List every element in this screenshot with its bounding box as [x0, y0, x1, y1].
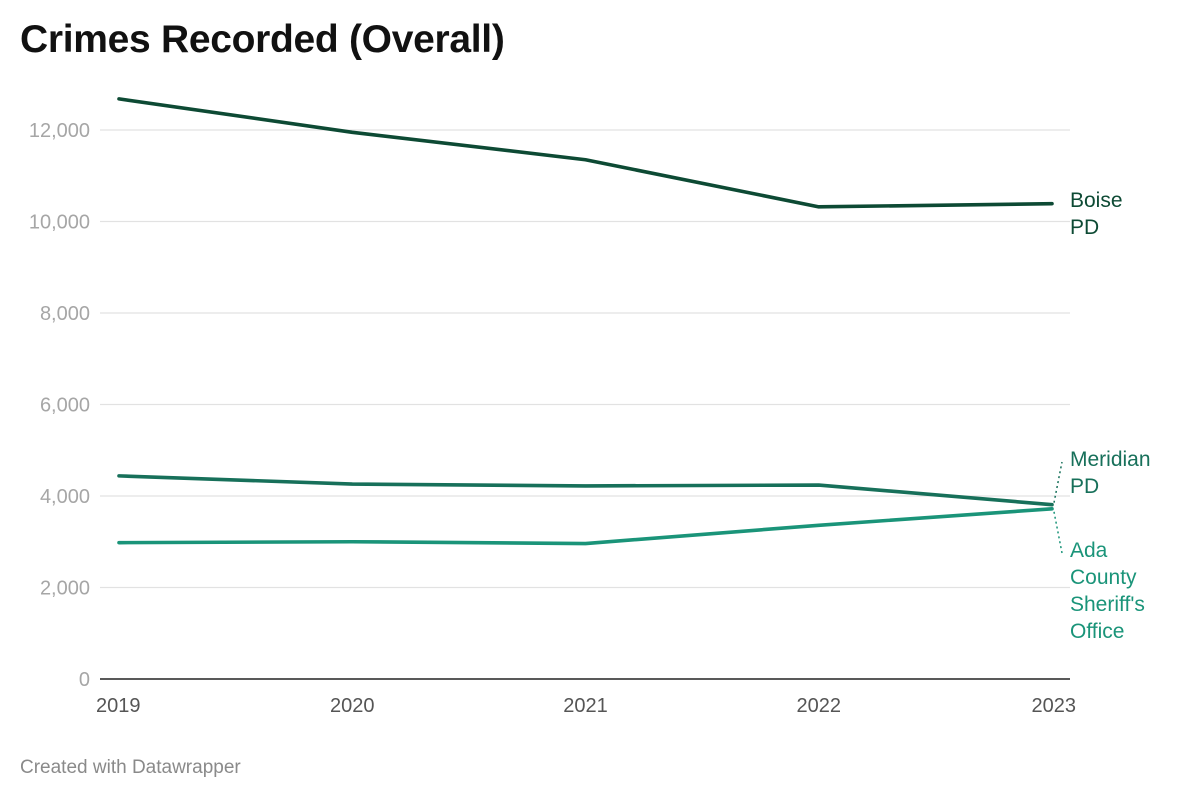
- leader-line: [1053, 511, 1063, 554]
- x-tick-label: 2022: [797, 695, 842, 717]
- y-tick-label: 4,000: [40, 486, 90, 508]
- x-axis-ticks: 2019 2020 2021 2022 2023: [96, 695, 1076, 717]
- x-tick-label: 2019: [96, 695, 141, 717]
- series-line: [117, 97, 1054, 209]
- y-tick-label: 6,000: [40, 395, 90, 417]
- chart-title: Crimes Recorded (Overall): [20, 18, 505, 61]
- series-lines: [117, 97, 1054, 546]
- x-tick-label: 2023: [1032, 695, 1077, 717]
- x-tick-label: 2021: [563, 695, 608, 717]
- gridlines: [100, 129, 1070, 589]
- series-label-text: Ada County Sheriff's Office: [1070, 539, 1145, 643]
- footer-credit: Created with Datawrapper: [20, 757, 241, 778]
- series-line: [117, 507, 1054, 546]
- y-tick-label: 8,000: [40, 303, 90, 325]
- series-label: Boise PD: [1070, 189, 1123, 239]
- series-label-text: Meridian PD: [1070, 448, 1151, 498]
- y-tick-label: 2,000: [40, 578, 90, 600]
- series-line: [117, 474, 1054, 507]
- leader-line: [1053, 461, 1063, 503]
- y-tick-label: 12,000: [29, 120, 90, 142]
- series-label: Meridian PD: [1070, 448, 1151, 498]
- series-label: Ada County Sheriff's Office: [1070, 539, 1145, 643]
- x-tick-label: 2020: [330, 695, 375, 717]
- y-axis-ticks: 0 2,000 4,000 6,000 8,000 10,000 12,000: [29, 120, 90, 691]
- series-labels: Boise PD Meridian PD Ada County Sheriff's Offic…: [1053, 189, 1151, 643]
- y-tick-label: 0: [79, 669, 90, 691]
- y-tick-label: 10,000: [29, 212, 90, 234]
- series-label-text: Boise PD: [1070, 189, 1123, 239]
